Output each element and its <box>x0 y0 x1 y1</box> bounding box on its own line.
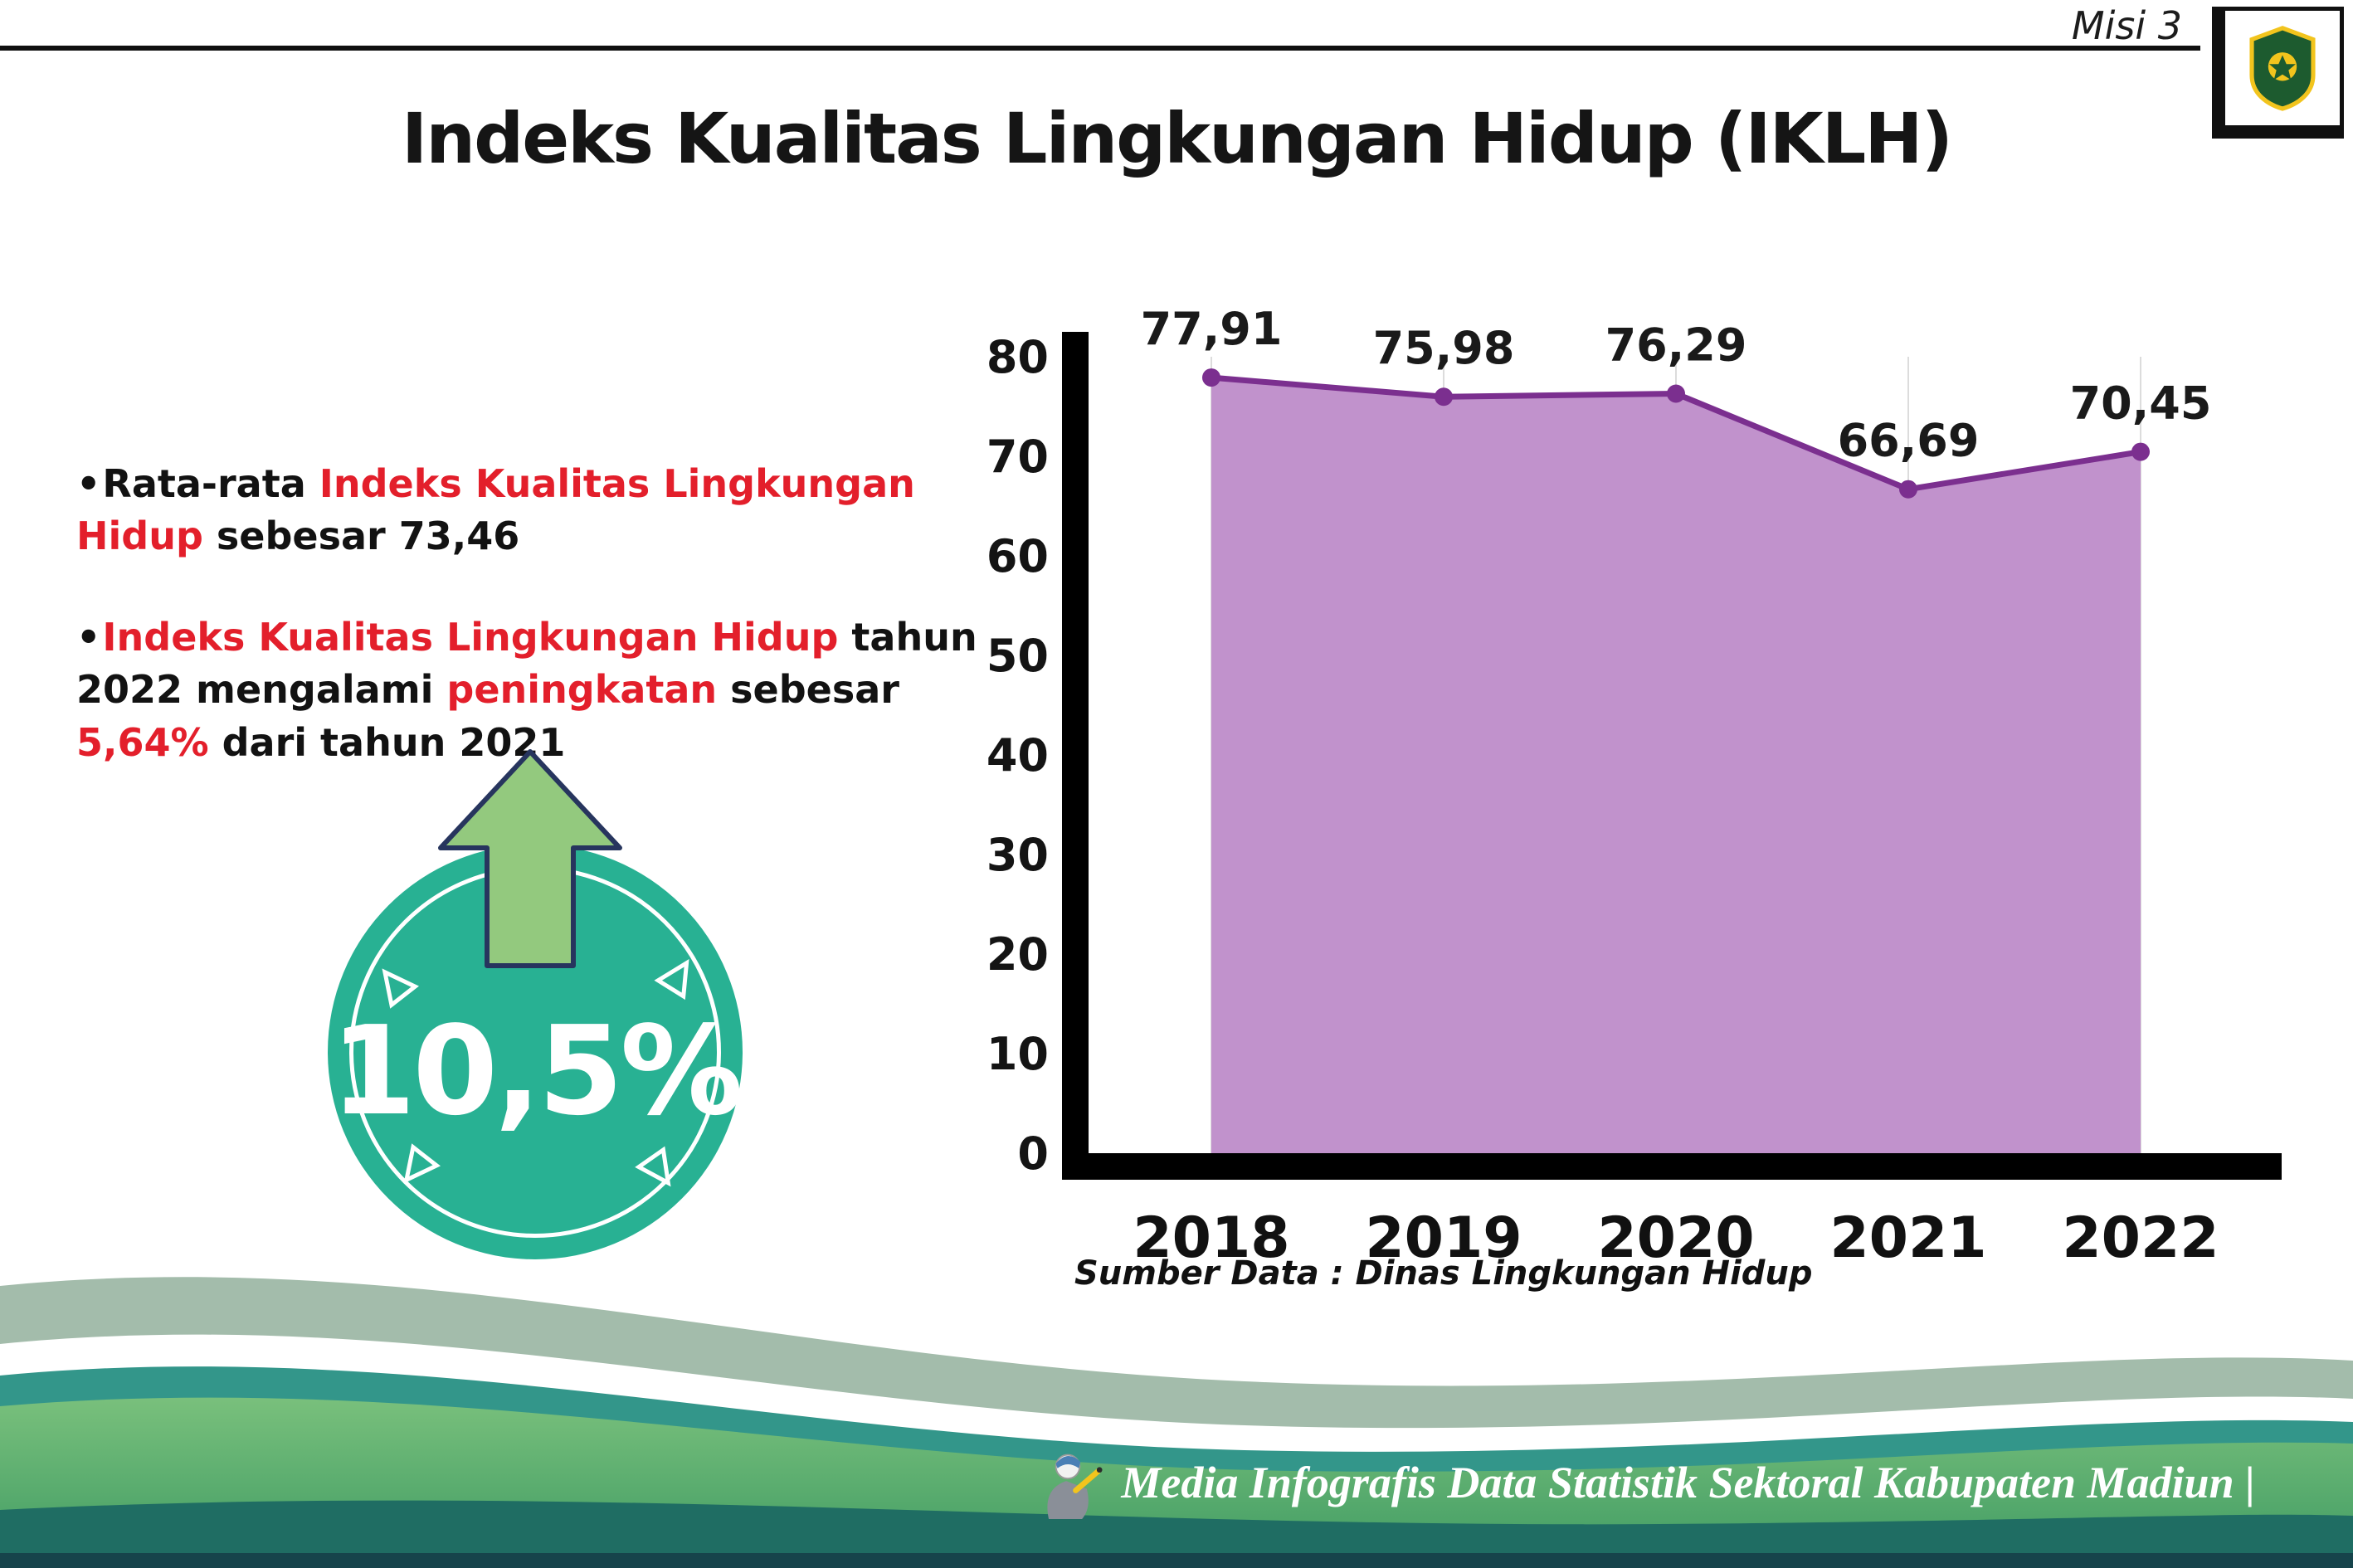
insight-bullet: •Rata-rata Indeks Kualitas Lingkungan Hi… <box>76 461 915 559</box>
bullet-dot: • <box>76 614 101 660</box>
x-category-label: 2018 <box>1133 1205 1289 1271</box>
y-tick-label: 40 <box>987 729 1049 782</box>
x-axis-bar <box>1062 1153 2282 1180</box>
y-axis-bar <box>1062 332 1089 1180</box>
bullet-dot: • <box>76 461 101 506</box>
value-label: 75,98 <box>1373 322 1515 374</box>
value-label: 70,45 <box>2070 377 2212 430</box>
up-arrow-icon <box>438 749 622 968</box>
y-tick-label: 10 <box>987 1028 1049 1080</box>
kabupaten-madiun-logo <box>2212 7 2344 139</box>
header-divider <box>0 46 2200 51</box>
footer-caption: Media Infografis Data Statistik Sektoral… <box>1121 1458 2255 1507</box>
y-tick-label: 80 <box>987 331 1049 383</box>
value-label: 76,29 <box>1605 319 1747 372</box>
badge-triangle-decoration <box>382 958 689 1187</box>
increase-badge: 10,5% <box>328 749 743 1259</box>
increase-percentage: 10,5% <box>330 1000 743 1142</box>
writer-mascot-icon <box>1047 1454 1103 1519</box>
footer: Media Infografis Data Statistik Sektoral… <box>0 1443 2353 1522</box>
footer-wave-decoration <box>0 1277 2353 1568</box>
y-tick-label: 70 <box>987 431 1049 483</box>
iklh-area-chart: 77,91 75,98 76,29 66,69 70,45 0 10 20 30 40 50 60 70… <box>987 303 2282 1271</box>
wave-bottom-strip <box>0 1553 2353 1568</box>
x-category-label: 2021 <box>1829 1205 1986 1271</box>
y-tick-label: 50 <box>987 630 1049 682</box>
value-label: 77,91 <box>1141 303 1283 355</box>
y-tick-label: 20 <box>987 928 1049 981</box>
x-category-label: 2022 <box>2062 1205 2219 1271</box>
data-point <box>1202 368 1220 387</box>
y-tick-label: 60 <box>987 530 1049 582</box>
page-title: Indeks Kualitas Lingkungan Hidup (IKLH) <box>402 98 1953 179</box>
insight-bullet: •Indeks Kualitas Lingkungan Hidup tahun … <box>76 614 977 765</box>
insight-bullets: •Rata-rata Indeks Kualitas Lingkungan Hi… <box>76 458 1001 817</box>
value-label: 66,69 <box>1838 415 1980 467</box>
wave-layer-dark <box>0 1500 2353 1568</box>
x-category-label: 2020 <box>1597 1205 1754 1271</box>
crest-shield-icon <box>2249 26 2316 111</box>
data-point <box>1435 387 1453 407</box>
y-tick-label: 30 <box>987 829 1049 881</box>
data-point <box>1899 480 1917 499</box>
x-category-label: 2019 <box>1365 1205 1522 1271</box>
data-source-caption: Sumber Data : Dinas Lingkungan Hidup <box>1074 1254 1813 1293</box>
data-point <box>1667 384 1685 403</box>
y-tick-label: 0 <box>1017 1127 1049 1180</box>
data-point <box>2131 442 2150 461</box>
area-fill <box>1211 377 2141 1153</box>
misi-label: Misi 3 <box>2071 3 2182 48</box>
